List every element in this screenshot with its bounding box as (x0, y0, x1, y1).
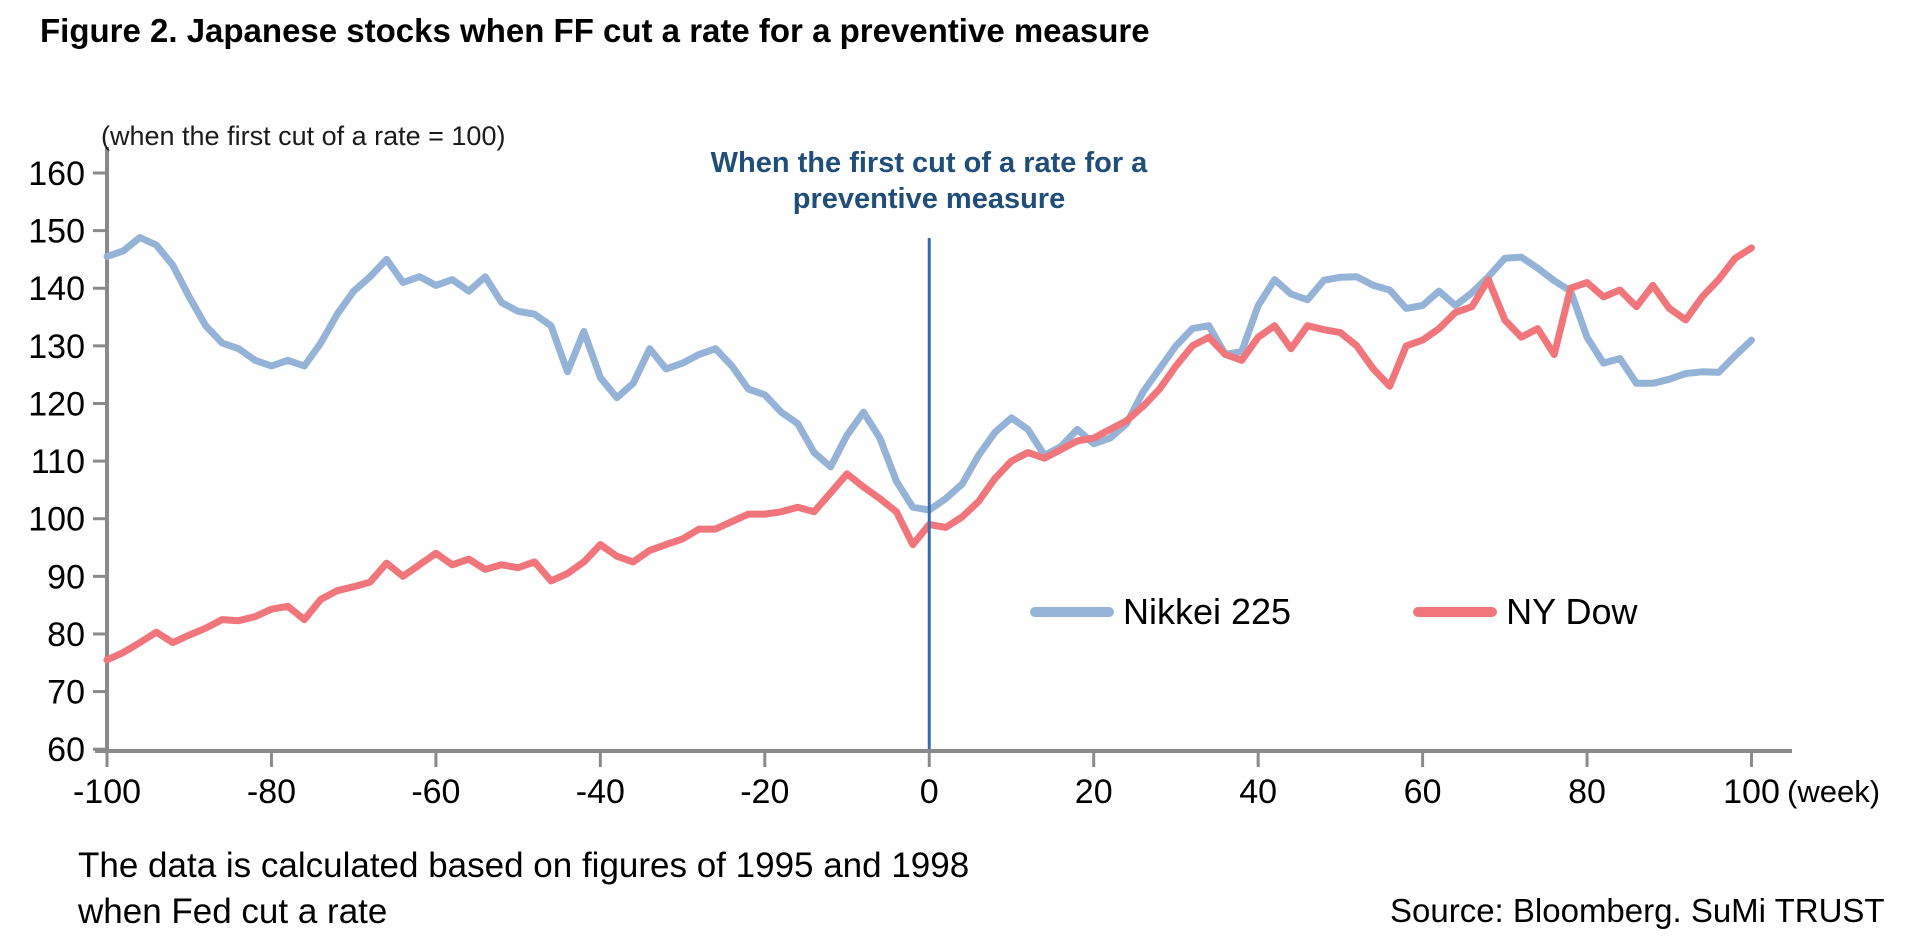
y-tick-label: 150 (28, 213, 85, 251)
x-tick-label: 0 (920, 773, 939, 811)
x-tick-label: -80 (247, 773, 296, 811)
annotation: When the first cut of a rate for a preve… (529, 145, 1329, 217)
y-tick-label: 70 (47, 674, 85, 712)
x-tick-label: 40 (1239, 773, 1277, 811)
figure-title: Figure 2. Japanese stocks when FF cut a … (40, 12, 1150, 49)
y-tick-label: 100 (28, 501, 85, 539)
y-tick-label: 60 (47, 731, 85, 769)
legend-item-ny-dow: NY Dow (1413, 592, 1637, 632)
legend-swatch-nikkei-225 (1030, 607, 1114, 617)
y-tick-label: 130 (28, 328, 85, 366)
x-tick-label: -20 (740, 773, 789, 811)
x-tick-label: 80 (1568, 773, 1606, 811)
y-tick-label: 110 (31, 443, 85, 481)
footnote: The data is calculated based on figures … (78, 843, 969, 935)
x-tick-label: 20 (1075, 773, 1113, 811)
annotation-line-1: When the first cut of a rate for a (710, 147, 1148, 179)
y-tick-label: 80 (47, 616, 85, 654)
x-tick-label: -40 (576, 773, 625, 811)
source-credit: Source: Bloomberg. SuMi TRUST (1390, 892, 1885, 929)
footnote-line-2: when Fed cut a rate (78, 892, 388, 931)
x-tick-label: 100 (1723, 773, 1780, 811)
y-tick-label: 140 (28, 270, 85, 308)
legend-swatch-ny-dow (1413, 607, 1498, 617)
annotation-line-2: preventive measure (792, 183, 1066, 215)
x-tick-label: 60 (1404, 773, 1442, 811)
y-axis-note: (when the first cut of a rate = 100) (101, 121, 506, 151)
x-axis-unit-label: (week) (1787, 774, 1880, 809)
legend-label-ny-dow: NY Dow (1506, 591, 1638, 632)
legend-item-nikkei-225: Nikkei 225 (1030, 592, 1291, 632)
y-tick-label: 160 (28, 155, 85, 193)
footnote-line-1: The data is calculated based on figures … (78, 846, 970, 885)
y-tick-label: 90 (47, 558, 85, 596)
x-tick-label: -60 (411, 773, 460, 811)
y-tick-label: 120 (28, 385, 85, 423)
legend-label-nikkei-225: Nikkei 225 (1123, 591, 1292, 632)
legend: Nikkei 225 NY Dow (1030, 592, 1637, 632)
x-tick-label: -100 (73, 773, 141, 811)
